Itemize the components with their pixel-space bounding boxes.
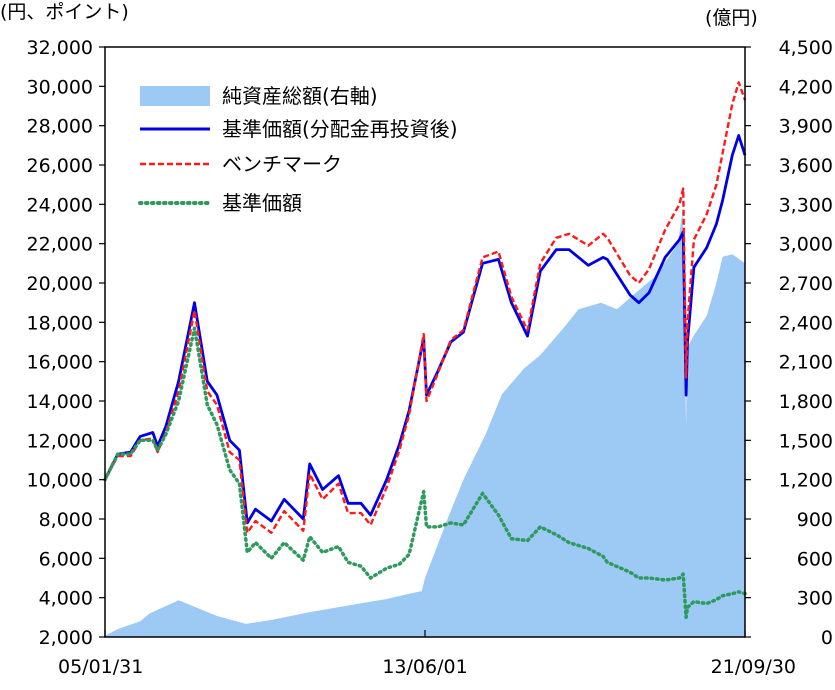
left-axis-tick-label: 14,000 xyxy=(27,391,93,413)
right-axis-tick-label: 3,600 xyxy=(779,155,833,177)
right-axis-tick-label: 900 xyxy=(797,509,833,531)
right-axis-tick-label: 0 xyxy=(821,627,833,649)
right-axis-tick-label: 3,900 xyxy=(779,116,833,138)
right-axis-tick-label: 1,800 xyxy=(779,391,833,413)
left-axis-tick-label: 12,000 xyxy=(27,430,93,452)
left-axis-tick-label: 18,000 xyxy=(27,312,93,334)
x-axis-tick-label: 13/06/01 xyxy=(382,656,467,678)
right-axis-tick-label: 2,100 xyxy=(779,352,833,374)
series-line-nav-reinvested xyxy=(103,134,747,525)
right-axis-tick-label: 1,200 xyxy=(779,470,833,492)
legend-label-nav: 基準価額 xyxy=(222,191,302,215)
legend-label-benchmark: ベンチマーク xyxy=(222,152,342,176)
left-axis-tick-label: 26,000 xyxy=(27,155,93,177)
left-axis-tick-label: 28,000 xyxy=(27,116,93,138)
x-axis-tick-label: 21/09/30 xyxy=(711,656,796,678)
left-axis-tick-label: 8,000 xyxy=(39,509,93,531)
right-axis-tick-label: 3,300 xyxy=(779,194,833,216)
series-line-nav xyxy=(103,326,747,620)
right-axis-tick-label: 3,000 xyxy=(779,234,833,256)
left-axis-tick-label: 22,000 xyxy=(27,234,93,256)
legend-label-nav-reinvested: 基準価額(分配金再投資後) xyxy=(222,117,458,141)
right-axis-tick-label: 4,200 xyxy=(779,76,833,98)
axis-layer: 2,000 4,000 6,000 8,000 10,000 12,000 14,000 16… xyxy=(27,37,833,678)
left-axis-tick-label: 4,000 xyxy=(39,588,93,610)
right-axis-tick-label: 2,400 xyxy=(779,312,833,334)
series-line-benchmark xyxy=(103,81,747,534)
x-axis-tick-label: 05/01/31 xyxy=(58,656,143,678)
right-axis-tick-label: 4,500 xyxy=(779,37,833,59)
right-axis-tick-label: 600 xyxy=(797,548,833,570)
left-axis-tick-label: 10,000 xyxy=(27,470,93,492)
right-axis-tick-label: 2,700 xyxy=(779,273,833,295)
left-axis-unit-label: (円、ポイント) xyxy=(0,1,129,23)
left-axis-tick-label: 30,000 xyxy=(27,76,93,98)
left-axis-tick-label: 2,000 xyxy=(39,627,93,649)
left-axis-tick-label: 16,000 xyxy=(27,352,93,374)
legend-label-net-assets: 純資産総額(右軸) xyxy=(222,84,378,108)
legend: 純資産総額(右軸) 基準価額(分配金再投資後) ベンチマーク 基準価額 xyxy=(138,84,458,215)
left-axis-tick-label: 32,000 xyxy=(27,37,93,59)
right-axis-tick-label: 300 xyxy=(797,588,833,610)
right-axis-unit-label: (億円) xyxy=(705,7,758,29)
left-axis-tick-label: 6,000 xyxy=(39,548,93,570)
series-layer xyxy=(103,81,747,637)
right-axis-tick-label: 1,500 xyxy=(779,430,833,452)
left-axis-tick-label: 20,000 xyxy=(27,273,93,295)
left-axis-tick-label: 24,000 xyxy=(27,194,93,216)
legend-swatch-area xyxy=(140,86,210,106)
series-area-net-assets xyxy=(105,210,745,637)
